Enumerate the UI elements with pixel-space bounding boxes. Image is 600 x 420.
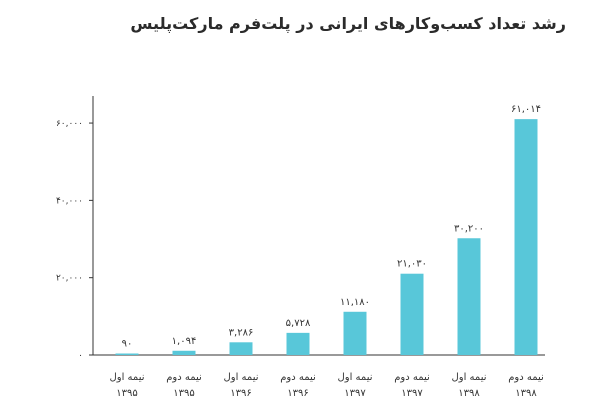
bar-value-label: ۵,۷۲۸	[286, 318, 311, 329]
category-label-half: نیمه دوم	[166, 372, 202, 383]
bar-value-label: ۳۰,۲۰۰	[454, 223, 484, 234]
chart-title: رشد تعداد کسب‌وکارهای ایرانی در پلت‌فرم …	[130, 14, 566, 33]
category-label-year: ۱۳۹۷	[344, 388, 366, 399]
category-label-year: ۱۳۹۶	[287, 388, 308, 399]
y-tick-label: ۰	[78, 351, 83, 361]
data-labels: ۹۰ ۱,۰۹۴ ۳,۲۸۶ ۵,۷۲۸ ۱۱,۱۸۰ ۲۱,۰۳۰ ۳۰,۲۰۰ ۶۱,۰۱…	[122, 104, 541, 349]
bars	[115, 119, 538, 355]
category-label-year: ۱۳۹۸	[458, 388, 480, 399]
category-label-year: ۱۳۹۵	[173, 388, 194, 399]
category-labels: نیمه اول ۱۳۹۵ نیمه دوم ۱۳۹۵ نیمه اول ۱۳۹۶ نیمه…	[110, 372, 544, 399]
category-label-half: نیمه اول	[224, 372, 259, 383]
category-label-year: ۱۳۹۸	[515, 388, 537, 399]
category-label-half: نیمه اول	[452, 372, 487, 383]
category-label-half: نیمه دوم	[394, 372, 430, 383]
y-tick-label: ۲۰,۰۰۰	[56, 274, 83, 284]
bar-value-label: ۳,۲۸۶	[229, 327, 254, 338]
y-tick-label: ۴۰,۰۰۰	[56, 196, 83, 206]
category-label-year: ۱۳۹۷	[401, 388, 423, 399]
bar	[343, 311, 367, 355]
bar-value-label: ۲۱,۰۳۰	[397, 259, 427, 270]
category-label-year: ۱۳۹۵	[116, 388, 137, 399]
y-tick-label: ۶۰,۰۰۰	[56, 119, 83, 129]
bar	[172, 350, 196, 355]
bar-value-label: ۱۱,۱۸۰	[340, 297, 370, 308]
bar	[514, 119, 538, 355]
bar	[115, 353, 139, 355]
bar-value-label: ۹۰	[122, 339, 133, 350]
category-label-half: نیمه اول	[338, 372, 373, 383]
bar	[400, 273, 424, 355]
bar-value-label: ۱,۰۹۴	[172, 336, 197, 347]
category-label-half: نیمه دوم	[280, 372, 316, 383]
bar	[457, 238, 481, 355]
category-label-half: نیمه دوم	[508, 372, 544, 383]
y-ticks: ۰ ۲۰,۰۰۰ ۴۰,۰۰۰ ۶۰,۰۰۰	[56, 119, 93, 361]
category-label-year: ۱۳۹۶	[230, 388, 251, 399]
bar-value-label: ۶۱,۰۱۴	[511, 104, 541, 115]
category-label-half: نیمه اول	[110, 372, 145, 383]
bar	[229, 342, 253, 355]
bar	[286, 332, 310, 355]
